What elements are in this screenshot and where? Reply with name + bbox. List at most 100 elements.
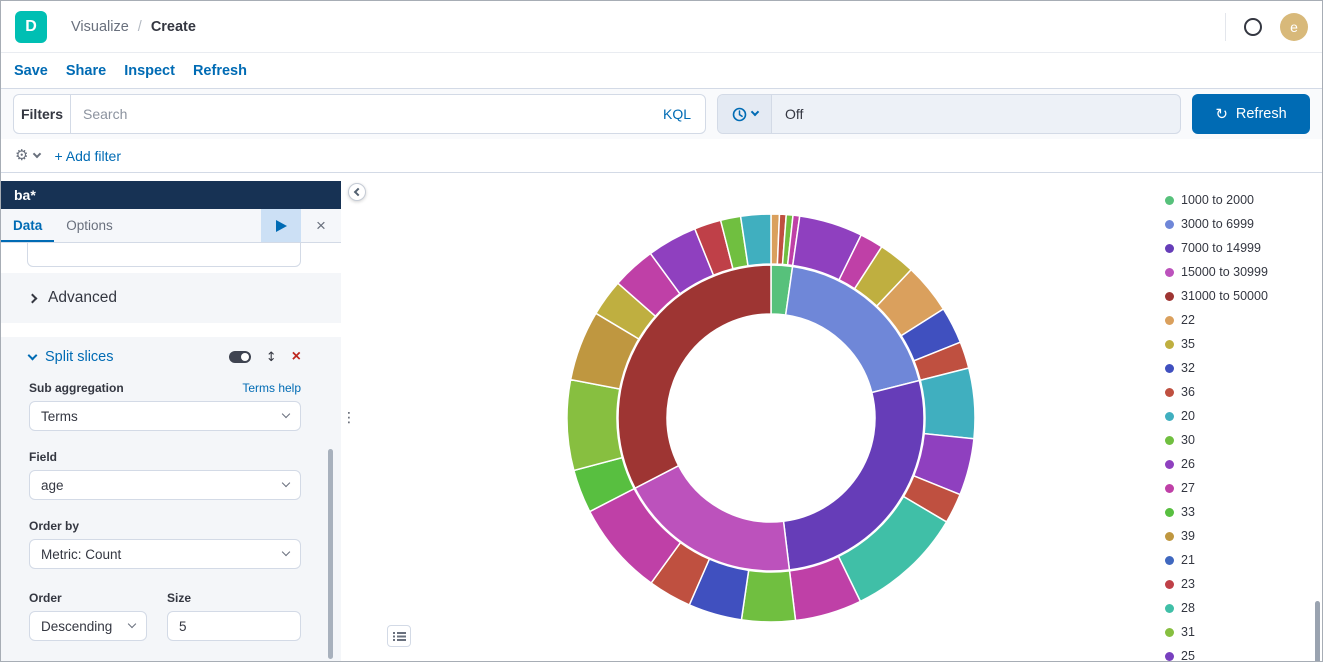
refresh-interval-value[interactable]: Off [772, 95, 816, 133]
legend-color-dot [1165, 315, 1174, 325]
legend-label: 3000 to 6999 [1181, 217, 1254, 231]
legend-item[interactable]: 22 [1165, 308, 1322, 332]
index-pattern-name: ba* [14, 187, 36, 203]
order-by-select[interactable]: Metric: Count [29, 539, 301, 569]
legend-label: 22 [1181, 313, 1195, 327]
legend-item[interactable]: 3000 to 6999 [1165, 212, 1322, 236]
panel-resizer[interactable]: ⋮ [341, 173, 357, 661]
legend-item[interactable]: 7000 to 14999 [1165, 236, 1322, 260]
legend-item[interactable]: 31000 to 50000 [1165, 284, 1322, 308]
order-by-value: Metric: Count [41, 546, 122, 562]
legend-label: 26 [1181, 457, 1195, 471]
index-pattern-header: ba* [1, 181, 341, 209]
split-slices-accordion[interactable]: Split slices [27, 349, 114, 365]
pie-slice[interactable] [740, 569, 797, 623]
legend-item[interactable]: 1000 to 2000 [1165, 188, 1322, 212]
advanced-label: Advanced [48, 289, 117, 306]
panel-close-button[interactable]: × [301, 209, 341, 242]
drag-handle-icon[interactable]: ↕ [265, 349, 277, 365]
breadcrumb-separator: / [137, 18, 142, 35]
legend-item[interactable]: 39 [1165, 524, 1322, 548]
apply-changes-button[interactable] [261, 209, 301, 242]
legend-color-dot [1165, 267, 1174, 277]
query-language-label: KQL [662, 106, 691, 122]
legend-label: 39 [1181, 529, 1195, 543]
legend-item[interactable]: 30 [1165, 428, 1322, 452]
pie-slice[interactable] [919, 367, 976, 440]
help-icon[interactable] [1244, 17, 1262, 36]
refresh-button[interactable]: ↻ Refresh [1192, 94, 1310, 134]
legend-item[interactable]: 36 [1165, 380, 1322, 404]
advanced-accordion[interactable]: Advanced [27, 289, 341, 307]
legend-label: 31000 to 50000 [1181, 289, 1268, 303]
terms-help-link[interactable]: Terms help [242, 381, 301, 395]
legend-item[interactable]: 26 [1165, 452, 1322, 476]
custom-label-input[interactable] [27, 243, 301, 267]
split-slices-header: Split slices ↕ × [27, 348, 301, 365]
legend-item[interactable]: 28 [1165, 596, 1322, 620]
play-icon [275, 219, 287, 232]
header-divider [1225, 12, 1226, 41]
sub-aggregation-select[interactable]: Terms [29, 401, 301, 431]
page-scrollbar[interactable] [1315, 601, 1320, 661]
add-filter-button[interactable]: + Add filter [54, 147, 121, 164]
legend-item[interactable]: 35 [1165, 332, 1322, 356]
chevron-down-icon [127, 619, 137, 629]
tab-options[interactable]: Options [54, 209, 125, 242]
field-select[interactable]: age [29, 470, 301, 500]
sidebar-scrollbar[interactable] [328, 449, 333, 659]
sidebar-scroll-area: Advanced Split slices ↕ × [1, 243, 341, 661]
time-picker-menu-button[interactable] [718, 95, 772, 133]
pie-slice[interactable] [566, 378, 624, 472]
legend-color-dot [1165, 483, 1174, 493]
order-label: Order [29, 591, 62, 605]
pie-slice[interactable] [782, 379, 925, 571]
legend-item[interactable]: 32 [1165, 356, 1322, 380]
pie-slice[interactable] [617, 264, 772, 490]
legend-item[interactable]: 21 [1165, 548, 1322, 572]
search-input[interactable] [71, 95, 649, 133]
remove-aggregation-button[interactable]: × [291, 348, 301, 365]
legend-item[interactable]: 23 [1165, 572, 1322, 596]
size-input[interactable] [167, 611, 301, 641]
space-logo[interactable]: D [15, 10, 47, 43]
order-select[interactable]: Descending [29, 611, 147, 641]
toggle-aggregation-switch[interactable] [228, 351, 251, 363]
user-avatar[interactable]: e [1280, 12, 1308, 41]
field-value: age [41, 477, 64, 493]
legend-label: 32 [1181, 361, 1195, 375]
tab-options-label: Options [66, 218, 113, 233]
collapse-panel-button[interactable] [348, 183, 366, 201]
legend-toggle-button[interactable] [387, 625, 411, 647]
legend-label: 28 [1181, 601, 1195, 615]
size-column: Size [167, 591, 301, 641]
legend-color-dot [1165, 555, 1174, 565]
share-button[interactable]: Share [65, 62, 107, 79]
sub-aggregation-label-row: Sub aggregation Terms help [29, 381, 301, 395]
legend-item[interactable]: 33 [1165, 500, 1322, 524]
legend-item[interactable]: 20 [1165, 404, 1322, 428]
legend-item[interactable]: 25 [1165, 644, 1322, 661]
filter-options-button[interactable]: ⚙ [15, 148, 42, 163]
query-language-button[interactable]: KQL [649, 95, 705, 133]
save-button[interactable]: Save [14, 62, 48, 79]
legend-label: 31 [1181, 625, 1195, 639]
refresh-link[interactable]: Refresh [192, 62, 247, 79]
tab-data-label: Data [13, 218, 43, 233]
breadcrumb-visualize[interactable]: Visualize [71, 18, 129, 35]
legend-item[interactable]: 31 [1165, 620, 1322, 644]
inspect-button[interactable]: Inspect [124, 62, 175, 79]
filters-button[interactable]: Filters [14, 95, 71, 133]
legend-label: 21 [1181, 553, 1195, 567]
time-picker: Off [717, 94, 1181, 134]
legend-label: 20 [1181, 409, 1195, 423]
legend-label: 33 [1181, 505, 1195, 519]
legend-item[interactable]: 27 [1165, 476, 1322, 500]
legend-color-dot [1165, 627, 1174, 637]
tab-data[interactable]: Data [1, 209, 54, 242]
legend-color-dot [1165, 531, 1174, 541]
legend-item[interactable]: 15000 to 30999 [1165, 260, 1322, 284]
pie-slice[interactable] [739, 213, 772, 267]
legend-label: 15000 to 30999 [1181, 265, 1268, 279]
